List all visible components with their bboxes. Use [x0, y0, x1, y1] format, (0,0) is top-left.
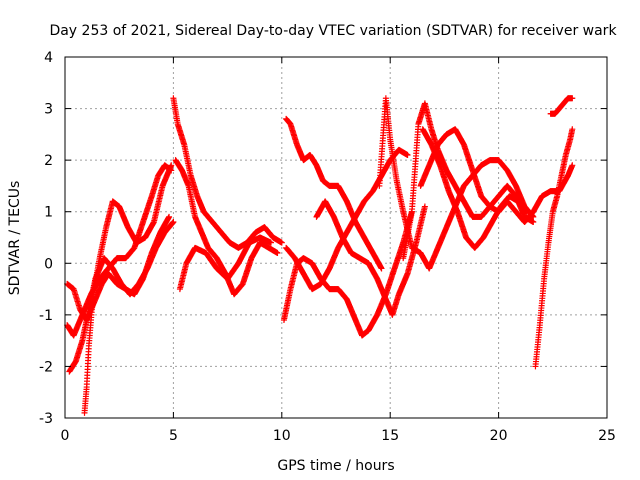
axis-tick-labels: 0 5 10 15 20 25 -3 -2 -1 0 1 2 3 4 — [39, 50, 616, 444]
y-tick-label: -2 — [39, 359, 53, 375]
axis-ticks — [64, 56, 608, 419]
x-tick-label: 0 — [61, 428, 70, 444]
series-track-11 — [313, 198, 428, 318]
x-axis-label: GPS time / hours — [277, 458, 394, 474]
data-point — [267, 239, 274, 246]
data-point — [378, 265, 385, 272]
data-marks — [64, 95, 576, 416]
data-point — [404, 151, 411, 158]
y-tick-label: 2 — [44, 153, 53, 169]
y-axis-label: SDTVAR / TECUs — [7, 181, 23, 296]
data-point — [170, 219, 177, 226]
series-track-5 — [170, 95, 285, 251]
series-track-10 — [283, 146, 411, 293]
series-track-4 — [81, 162, 175, 416]
y-tick-label: 3 — [44, 102, 53, 118]
chart-title: Day 253 of 2021, Sidereal Day-to-day VTE… — [49, 23, 617, 39]
data-point — [166, 213, 173, 220]
data-point — [569, 126, 576, 133]
series-track-17 — [547, 95, 576, 117]
y-tick-label: 1 — [44, 205, 53, 221]
x-tick-label: 15 — [381, 428, 399, 444]
data-point — [168, 162, 175, 169]
data-point — [569, 162, 576, 169]
series-track-6 — [172, 157, 281, 298]
series-track-7 — [176, 234, 274, 293]
series-track-8 — [283, 115, 385, 272]
y-tick-label: -3 — [39, 411, 53, 427]
y-tick-label: 4 — [44, 50, 53, 66]
x-tick-label: 5 — [169, 428, 178, 444]
series-track-15 — [419, 126, 530, 251]
data-point — [530, 219, 537, 226]
x-tick-label: 10 — [273, 428, 291, 444]
series-track-3 — [64, 213, 173, 324]
data-point — [421, 203, 428, 210]
series-track-2 — [66, 219, 177, 375]
data-point — [569, 95, 576, 102]
data-point — [523, 208, 530, 215]
y-tick-label: 0 — [44, 256, 53, 272]
series-track-16 — [532, 126, 576, 370]
y-tick-label: -1 — [39, 308, 53, 324]
x-tick-label: 20 — [490, 428, 508, 444]
x-tick-label: 25 — [598, 428, 616, 444]
plot-frame — [64, 56, 608, 419]
data-point — [278, 239, 285, 246]
data-point — [274, 249, 281, 256]
